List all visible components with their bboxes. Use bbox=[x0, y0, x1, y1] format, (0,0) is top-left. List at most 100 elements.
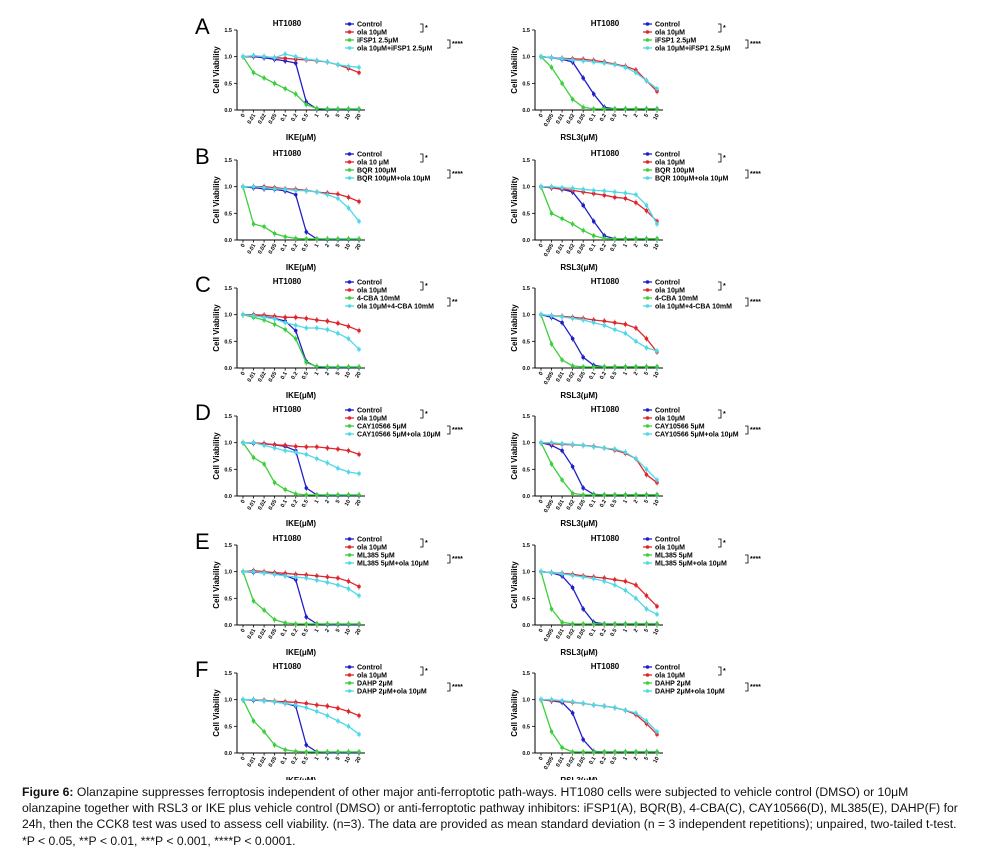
data-point bbox=[251, 70, 256, 75]
series-line bbox=[243, 186, 360, 222]
data-point bbox=[591, 219, 596, 224]
data-point bbox=[634, 107, 638, 111]
panel-letter-b: B bbox=[195, 144, 210, 169]
data-point bbox=[357, 65, 361, 70]
x-tick-label: 0.2 bbox=[290, 628, 299, 638]
data-point bbox=[315, 190, 319, 194]
data-point bbox=[644, 493, 649, 497]
x-tick-label: 0.2 bbox=[290, 243, 299, 253]
y-tick-label: 0.5 bbox=[522, 211, 530, 217]
x-tick-label: 0 bbox=[240, 756, 247, 762]
y-axis-label: Cell Viability bbox=[212, 304, 221, 352]
y-axis-label: Cell Viability bbox=[510, 432, 519, 480]
data-point bbox=[602, 365, 607, 369]
data-point bbox=[613, 107, 617, 111]
x-tick-label: 0.5 bbox=[610, 499, 619, 509]
sig-upper-label: * bbox=[723, 283, 726, 290]
data-point bbox=[602, 493, 607, 497]
data-point bbox=[304, 445, 309, 449]
data-point bbox=[304, 701, 309, 706]
data-point bbox=[613, 62, 617, 67]
legend-entry: Control bbox=[655, 665, 680, 672]
legend-marker bbox=[347, 152, 352, 156]
series-ola bbox=[241, 439, 361, 458]
data-point bbox=[591, 188, 596, 193]
data-point bbox=[325, 580, 330, 585]
data-point bbox=[336, 493, 340, 497]
x-tick-label: 0.01 bbox=[247, 113, 258, 125]
x-tick-label: 0.02 bbox=[257, 499, 268, 511]
data-point bbox=[602, 236, 607, 241]
data-point bbox=[357, 237, 361, 241]
data-point bbox=[283, 701, 287, 706]
x-tick-label: 5 bbox=[643, 628, 650, 634]
legend-marker bbox=[347, 432, 352, 436]
x-tick-label: 0.1 bbox=[280, 113, 289, 123]
data-point bbox=[336, 237, 340, 241]
data-point bbox=[325, 713, 330, 718]
data-point bbox=[655, 604, 659, 609]
data-point bbox=[304, 316, 309, 321]
data-point bbox=[602, 107, 607, 111]
y-tick-label: 0.5 bbox=[224, 596, 232, 602]
series-combo bbox=[539, 439, 659, 483]
sig-bracket-lower bbox=[447, 682, 451, 692]
data-point bbox=[283, 327, 287, 332]
caption-text: Olanzapine suppresses ferroptosis indepe… bbox=[22, 785, 958, 848]
y-tick-label: 1.0 bbox=[224, 441, 232, 447]
x-tick-label: 10 bbox=[652, 371, 660, 379]
data-point bbox=[623, 493, 628, 497]
data-point bbox=[336, 706, 340, 710]
data-point bbox=[613, 190, 617, 194]
data-point bbox=[644, 607, 649, 611]
x-tick-label: 0.01 bbox=[247, 628, 258, 640]
legend-marker bbox=[645, 22, 650, 26]
x-tick-label: 0.5 bbox=[610, 371, 619, 381]
x-tick-label: 0 bbox=[538, 499, 545, 505]
legend-marker bbox=[645, 304, 650, 308]
data-point bbox=[644, 593, 649, 598]
legend-entry: CAY10566 5μM+ola 10μM bbox=[655, 432, 739, 439]
data-point bbox=[251, 719, 256, 723]
x-tick-label: 2 bbox=[633, 499, 640, 505]
y-axis-label: Cell Viability bbox=[510, 561, 519, 609]
x-tick-label: 0.5 bbox=[610, 113, 619, 123]
data-point bbox=[623, 237, 628, 241]
data-point bbox=[346, 448, 351, 453]
data-point bbox=[634, 583, 638, 587]
panel-letter-a: A bbox=[195, 14, 210, 39]
x-tick-label: 10 bbox=[344, 499, 352, 507]
x-tick-label: 0.2 bbox=[290, 113, 299, 123]
data-point bbox=[346, 206, 351, 210]
sig-bracket-upper bbox=[420, 409, 424, 419]
legend-marker bbox=[645, 152, 650, 156]
legend-entry: ola 10μM bbox=[357, 545, 387, 552]
data-point bbox=[634, 711, 638, 715]
data-point bbox=[644, 208, 649, 213]
y-tick-label: 1.0 bbox=[224, 570, 232, 576]
data-point bbox=[304, 486, 309, 490]
data-point bbox=[336, 365, 340, 369]
data-point bbox=[325, 704, 330, 708]
sig-upper-label: * bbox=[723, 668, 726, 675]
legend-marker bbox=[645, 681, 650, 685]
legend-entry: ola 10μM bbox=[655, 30, 685, 37]
data-point bbox=[581, 228, 585, 233]
sig-upper-label: * bbox=[723, 540, 726, 547]
data-point bbox=[272, 446, 277, 450]
data-point bbox=[251, 697, 256, 702]
data-point bbox=[549, 342, 554, 346]
sig-upper-label: * bbox=[425, 411, 428, 418]
data-point bbox=[272, 700, 277, 704]
data-point bbox=[272, 55, 277, 60]
data-point bbox=[634, 200, 638, 205]
x-tick-label: 1 bbox=[314, 499, 321, 505]
x-tick-label: 0.2 bbox=[599, 756, 608, 766]
sig-lower-label: **** bbox=[750, 556, 761, 563]
series-line bbox=[243, 699, 360, 735]
chart-title: HT1080 bbox=[273, 149, 302, 158]
data-point bbox=[613, 750, 617, 754]
legend-marker bbox=[645, 689, 650, 693]
